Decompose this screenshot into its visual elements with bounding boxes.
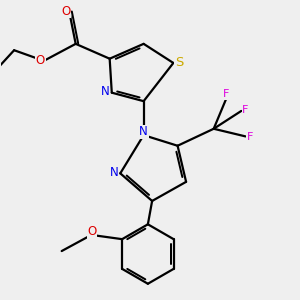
- Text: N: N: [139, 125, 148, 138]
- Text: F: F: [222, 89, 229, 99]
- Text: O: O: [61, 5, 70, 18]
- Text: O: O: [87, 225, 97, 238]
- Text: S: S: [175, 56, 184, 69]
- Text: N: N: [110, 166, 118, 179]
- Text: N: N: [101, 85, 110, 98]
- Text: O: O: [36, 54, 45, 67]
- Text: F: F: [247, 132, 253, 142]
- Text: F: F: [242, 105, 249, 115]
